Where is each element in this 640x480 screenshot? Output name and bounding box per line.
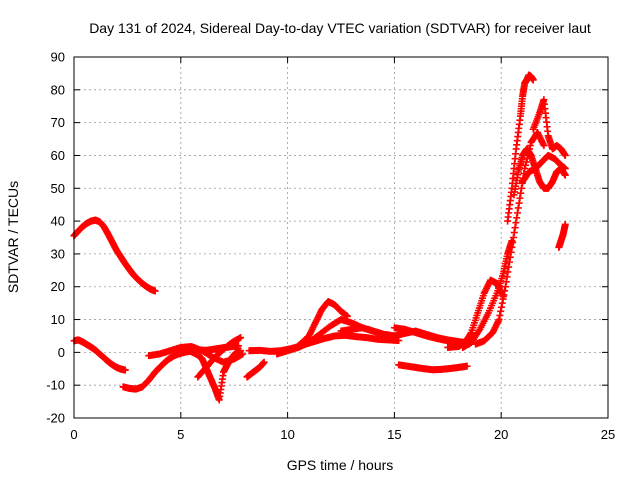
data-point	[495, 316, 503, 324]
y-tick-label: -20	[46, 411, 65, 426]
data-point	[512, 219, 520, 227]
x-axis-label: GPS time / hours	[287, 457, 394, 473]
series-arc-peak-21h	[504, 71, 537, 225]
data-point	[510, 229, 518, 237]
data-point	[466, 330, 474, 338]
data-point	[561, 220, 569, 228]
y-tick-label: 30	[51, 246, 65, 261]
data-point	[151, 287, 159, 295]
y-tick-label: 50	[51, 181, 65, 196]
data-point	[508, 243, 516, 251]
x-tick-label: 15	[387, 427, 401, 442]
data-point	[500, 291, 508, 299]
series-arc-lower-15h	[395, 361, 471, 374]
x-tick-label: 10	[280, 427, 294, 442]
series-arc-cluster-6h	[145, 342, 247, 366]
data-point	[506, 253, 514, 261]
data-point	[496, 311, 504, 319]
data-point	[529, 76, 537, 84]
plot-frame	[73, 56, 609, 419]
data-point	[237, 334, 245, 342]
y-tick-label: 80	[51, 82, 65, 97]
series-arc-late-22h	[529, 96, 569, 159]
y-tick-label: 0	[58, 345, 65, 360]
y-tick-label: 20	[51, 279, 65, 294]
data-point	[514, 204, 522, 212]
series-arc-cluster-7h	[194, 334, 245, 381]
data-point	[517, 189, 525, 197]
data-point	[501, 287, 509, 295]
data-point	[509, 234, 517, 241]
y-tick-label: 70	[51, 115, 65, 130]
x-tick-label: 5	[177, 427, 184, 442]
data-point	[260, 358, 268, 366]
series-arc-late-22h-b	[519, 151, 569, 186]
data-point	[463, 362, 471, 370]
data-point	[239, 350, 247, 358]
data-point	[121, 366, 129, 374]
data-point	[343, 312, 351, 320]
data-point	[511, 224, 519, 232]
data-point	[497, 303, 505, 311]
data-marks	[70, 71, 569, 404]
data-point	[561, 151, 569, 159]
x-tick-label: 20	[494, 427, 508, 442]
y-tick-label: 90	[51, 50, 65, 65]
data-point	[503, 273, 511, 281]
y-tick-label: 40	[51, 214, 65, 229]
series-arc-rise-19h	[444, 276, 507, 351]
data-point	[499, 295, 507, 303]
data-point	[521, 165, 529, 173]
chart-title: Day 131 of 2024, Sidereal Day-to-day VTE…	[89, 20, 591, 36]
series-arc-peak-12h	[294, 297, 351, 350]
data-point	[526, 142, 534, 150]
data-point	[515, 199, 523, 207]
x-tick-label: 25	[601, 427, 615, 442]
y-tick-label: -10	[46, 378, 65, 393]
axis-ticks: 0 5 10 15 20 25 -20 -10 0 10 20 30 40 50 60 70 80 90	[46, 50, 615, 443]
data-point	[501, 283, 509, 291]
series-arc-lower-early	[70, 336, 129, 374]
data-point	[509, 238, 517, 246]
data-point	[504, 268, 512, 276]
data-point	[513, 209, 521, 217]
data-point	[540, 142, 548, 150]
data-point	[513, 214, 521, 222]
data-point	[561, 165, 569, 173]
data-point	[507, 248, 515, 256]
y-tick-label: 60	[51, 148, 65, 163]
y-tick-label: 10	[51, 312, 65, 327]
series-arc-late-23h	[555, 220, 569, 251]
data-point	[505, 258, 513, 266]
data-point	[498, 299, 506, 307]
y-axis-label: SDTVAR / TECUs	[5, 181, 21, 293]
data-point	[502, 278, 510, 286]
x-tick-label: 0	[70, 427, 77, 442]
data-point	[505, 263, 513, 271]
data-point	[497, 307, 505, 315]
data-point	[516, 194, 524, 202]
data-point	[561, 171, 569, 179]
series-arc-rise-20h	[472, 128, 548, 348]
data-point	[517, 184, 525, 192]
series-arc-15h-high	[390, 324, 473, 348]
series-arc-8h	[243, 358, 268, 381]
